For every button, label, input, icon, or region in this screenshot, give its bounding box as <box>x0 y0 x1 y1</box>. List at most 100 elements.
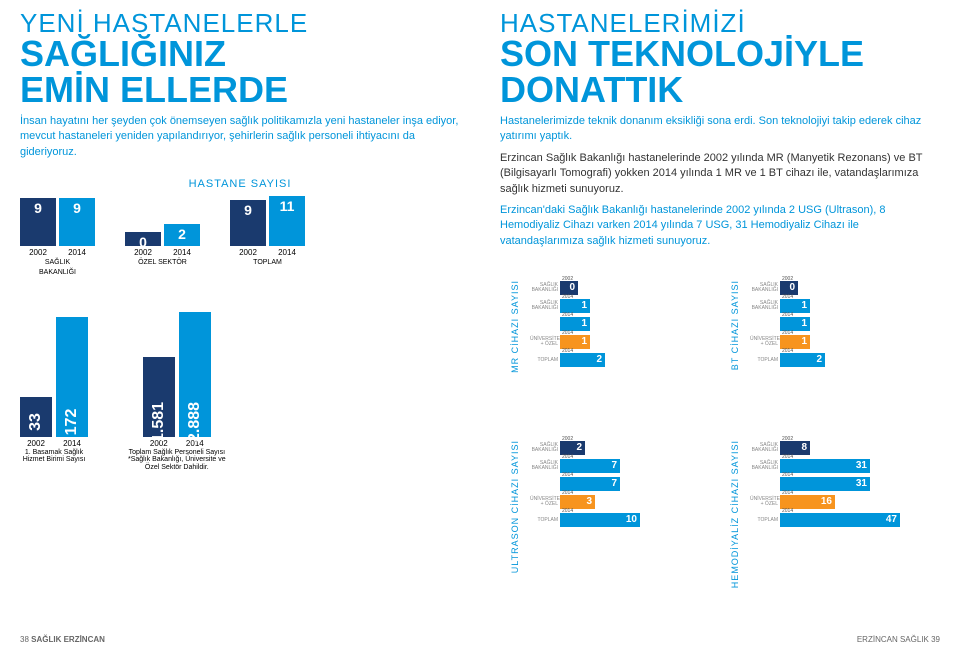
big-bar-value: 172 <box>63 408 81 435</box>
r-p2: Erzincan Sağlık Bakanlığı hastanelerinde… <box>500 151 940 197</box>
hastane-sayisi-label: HASTANE SAYISI <box>20 178 460 190</box>
big-bar-value: 33 <box>27 413 45 431</box>
row-year: 2014 <box>562 490 573 496</box>
row-value: 7 <box>611 478 617 489</box>
right-footer: ERZİNCAN SAĞLIK 39 <box>857 635 940 644</box>
page-num: 38 <box>20 635 29 644</box>
device-stack: HEMODİYALİZ CİHAZI SAYISI SAĞLIK BAKANLIĞ… <box>730 440 900 588</box>
bar-group: 91120022014TOPLAM <box>230 196 305 276</box>
row-value: 2 <box>576 442 582 453</box>
bar-value: 0 <box>125 234 161 250</box>
headline-bold-1: SAĞLIĞINIZ <box>20 36 460 72</box>
row-bar: 201410 <box>560 513 640 527</box>
row-label: TOPLAM <box>750 358 778 363</box>
row-bar: 201416 <box>780 495 835 509</box>
row-year: 2014 <box>782 472 793 478</box>
page-num-r: 39 <box>931 635 940 644</box>
left-paragraph: İnsan hayatını her şeyden çok önemseyen … <box>20 114 460 160</box>
stack-title: HEMODİYALİZ CİHAZI SAYISI <box>730 440 740 588</box>
bar-value: 11 <box>269 198 305 214</box>
left-page: YENİ HASTANELERLE SAĞLIĞINIZ EMİN ELLERD… <box>0 0 480 650</box>
row-bar: 20141 <box>780 317 810 331</box>
stack-row: TOPLAM20142 <box>750 352 825 368</box>
bar-value: 9 <box>20 200 56 216</box>
row-year: 2014 <box>562 454 573 460</box>
row-label: ÜNİVERSİTE + ÖZEL <box>530 497 558 507</box>
big-bar: 1.581 <box>143 357 175 437</box>
bar-value: 9 <box>59 200 95 216</box>
row-bar: 20141 <box>780 299 810 313</box>
row-year: 2014 <box>782 348 793 354</box>
row-value: 1 <box>581 336 587 347</box>
row-year: 2014 <box>782 508 793 514</box>
row-year: 2014 <box>562 508 573 514</box>
headline-bold-2: EMİN ELLERDE <box>20 72 460 108</box>
row-value: 8 <box>801 442 807 453</box>
big-bar-year: 2002 <box>20 439 52 448</box>
stack-row: ÜNİVERSİTE + ÖZEL20143 <box>530 494 640 510</box>
row-year: 2014 <box>782 312 793 318</box>
stack-row: SAĞLIK BAKANLIĞI20028 <box>750 440 900 456</box>
row-bar: 20147 <box>560 459 620 473</box>
big-bar: 2.888 <box>179 312 211 437</box>
row-value: 16 <box>821 496 832 507</box>
row-label: SAĞLIK BAKANLIĞI <box>530 443 558 453</box>
group-label: ÖZEL SEKTÖR <box>125 259 200 267</box>
row-value: 31 <box>856 478 867 489</box>
bar: 2 <box>164 224 200 246</box>
row-label: SAĞLIK BAKANLIĞI <box>750 301 778 311</box>
left-footer: 38 SAĞLIK ERZİNCAN <box>20 635 105 644</box>
row-year: 2014 <box>782 294 793 300</box>
bar-year: 2002 <box>230 248 266 257</box>
bar-year: 2002 <box>20 248 56 257</box>
right-page: HASTANELERİMİZİ SON TEKNOLOJİYLE DONATTI… <box>480 0 960 650</box>
row-year: 2002 <box>782 436 793 442</box>
row-label: ÜNİVERSİTE + ÖZEL <box>750 337 778 347</box>
stack-title: BT CİHAZI SAYISI <box>730 280 740 370</box>
row-bar: 20022 <box>560 441 585 455</box>
row-bar: 201431 <box>780 459 870 473</box>
row-label: SAĞLIK BAKANLIĞI <box>530 283 558 293</box>
row-bar: 20028 <box>780 441 810 455</box>
stack-row: ÜNİVERSİTE + ÖZEL201416 <box>750 494 900 510</box>
row-label: SAĞLIK BAKANLIĞI <box>750 283 778 293</box>
row-bar: 201447 <box>780 513 900 527</box>
row-bar: 20020 <box>560 281 578 295</box>
footer-text-r: ERZİNCAN SAĞLIK <box>857 635 929 644</box>
big-bar: 33 <box>20 397 52 437</box>
big-bars-chart: 33172200220141. Basamak Sağlık Hizmet Bi… <box>20 307 460 472</box>
row-bar: 20141 <box>560 299 590 313</box>
row-label: TOPLAM <box>530 518 558 523</box>
row-year: 2014 <box>562 294 573 300</box>
row-year: 2014 <box>562 330 573 336</box>
stack-row: 20147 <box>530 476 640 492</box>
big-bar-group: 1.5812.88820022014Toplam Sağlık Personel… <box>128 307 226 472</box>
row-bar: 20141 <box>560 335 590 349</box>
bar: 11 <box>269 196 305 246</box>
big-group-label: Toplam Sağlık Personeli Sayısı *Sağlık B… <box>128 449 226 472</box>
row-label: ÜNİVERSİTE + ÖZEL <box>530 337 558 347</box>
row-label: TOPLAM <box>530 358 558 363</box>
row-bar: 20142 <box>560 353 605 367</box>
big-bar-value: 2.888 <box>186 402 204 442</box>
hospital-count-chart: 9920022014SAĞLIKBAKANLIĞI0220022014ÖZEL … <box>20 196 460 276</box>
row-label: TOPLAM <box>750 518 778 523</box>
stack-row: TOPLAM201410 <box>530 512 640 528</box>
row-bar: 20141 <box>560 317 590 331</box>
bar: 9 <box>59 198 95 246</box>
stack-title: MR CİHAZI SAYISI <box>510 280 520 373</box>
bar-value: 2 <box>164 226 200 242</box>
row-year: 2014 <box>782 330 793 336</box>
stack-title: ULTRASON CİHAZI SAYISI <box>510 440 520 573</box>
group-label-2: BAKANLIĞI <box>20 269 95 277</box>
row-year: 2002 <box>562 436 573 442</box>
bar-year: 2014 <box>164 248 200 257</box>
row-value: 7 <box>611 460 617 471</box>
bar: 9 <box>230 200 266 246</box>
row-label: SAĞLIK BAKANLIĞI <box>530 461 558 471</box>
row-label: SAĞLIK BAKANLIĞI <box>750 461 778 471</box>
stack-row: SAĞLIK BAKANLIĞI201431 <box>750 458 900 474</box>
row-bar: 20141 <box>780 335 810 349</box>
row-value: 2 <box>816 354 822 365</box>
stack-row: SAĞLIK BAKANLIĞI20022 <box>530 440 640 456</box>
